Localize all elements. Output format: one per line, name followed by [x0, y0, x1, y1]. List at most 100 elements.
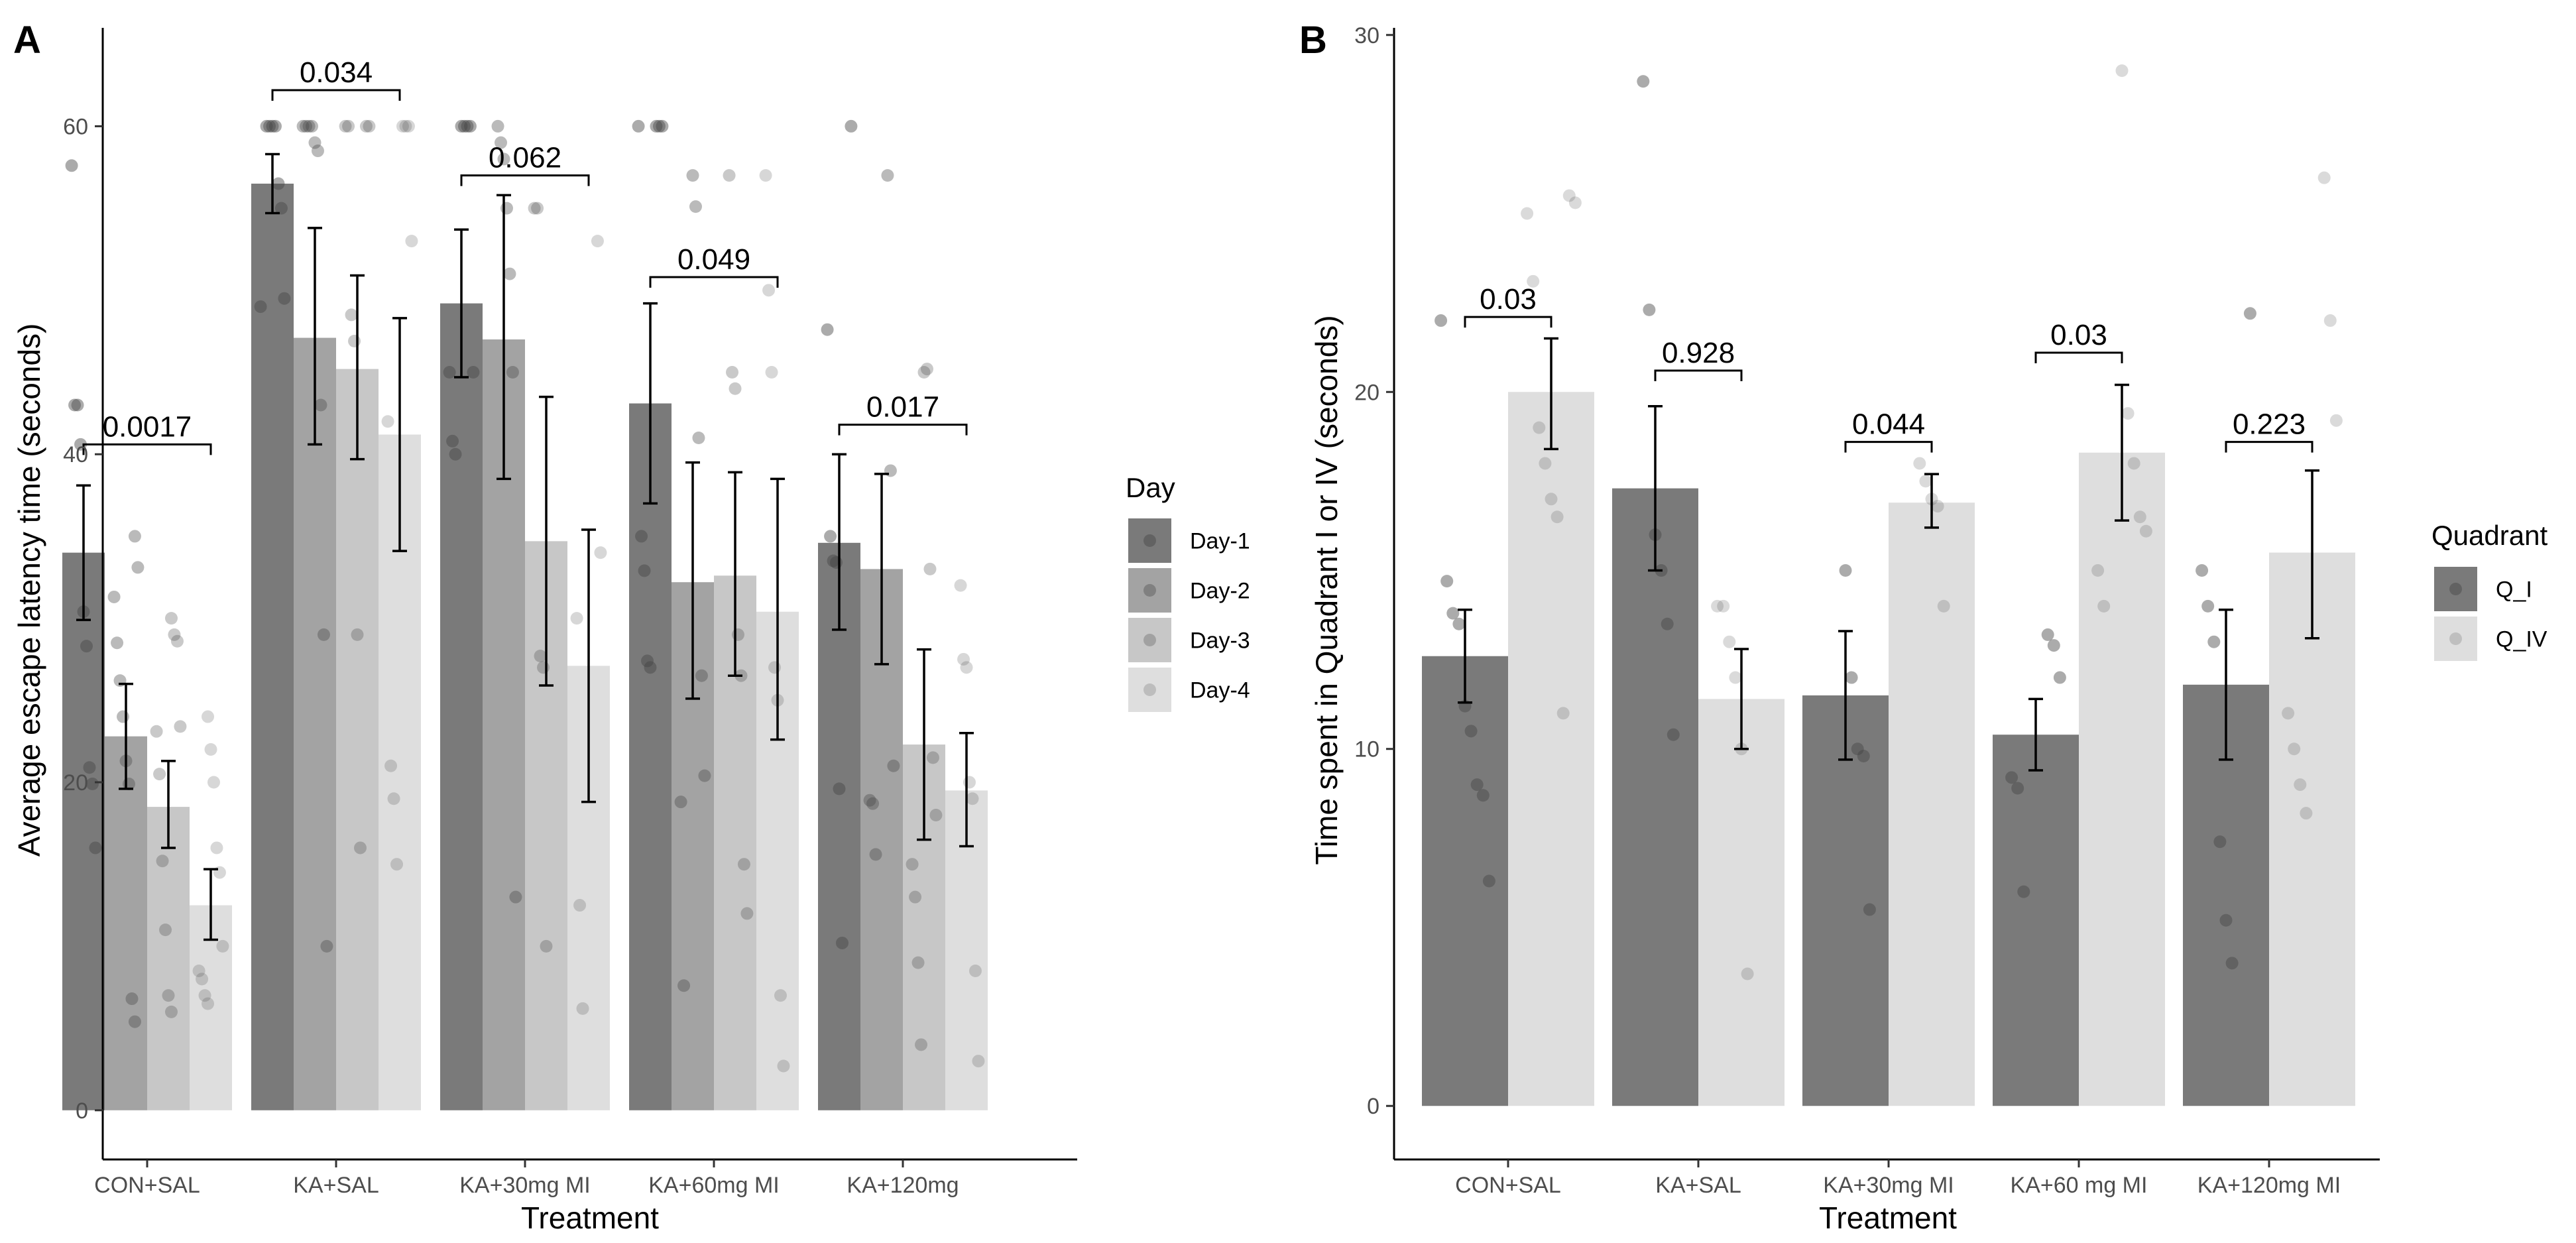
- panel-b-significance-bracket: [2225, 441, 2313, 453]
- panel-a-point-day-1-con-sal: [86, 777, 99, 790]
- panel-a-legend-label-day-4: Day-4: [1190, 678, 1250, 703]
- panel-a-point-day-2-ka-60mg-mi: [674, 796, 687, 809]
- panel-a-bar-day-3-con-sal: [147, 807, 190, 1110]
- panel-a-x-ticks: CON+SAL KA+SAL KA+30mg MI KA+60mg MI KA+120m…: [94, 1159, 959, 1198]
- panel-a-error-bar-day-1-ka-120mg: [832, 453, 847, 631]
- panel-a-error-bar-day-2-ka-60mg-mi: [685, 461, 700, 700]
- panel-a-x-tick-label: KA+30mg MI: [459, 1173, 590, 1198]
- panel-a-point-day-4-ka-30mg-mi: [576, 1002, 589, 1015]
- panel-b-point-q-i-ka-60-mg-mi: [2005, 771, 2019, 784]
- panel-a-point-day-4-ka-60mg-mi: [759, 169, 772, 182]
- panel-b-point-q-iv-ka-60-mg-mi: [2097, 599, 2111, 613]
- panel-a-point-day-2-ka-60mg-mi: [698, 769, 711, 782]
- panel-a-point-day-3-ka-60mg-mi: [731, 628, 744, 641]
- panel-a-point-day-3-con-sal: [159, 923, 172, 937]
- panel-b-point-q-iv-ka-120mg-mi: [2282, 707, 2295, 720]
- panel-a-point-day-2-ka-30mg-mi: [509, 890, 522, 904]
- panel-a-point-day-2-con-sal: [107, 590, 121, 603]
- panel-b-y-tick-label: 30: [1354, 23, 1379, 48]
- panel-a-error-bar-day-3-ka-120mg: [917, 648, 931, 841]
- panel-a-error-bar-day-4-ka-sal: [392, 317, 407, 552]
- panel-a-point-day-2-ka-60mg-mi: [677, 979, 691, 992]
- panel-b-y-axis-title: Time spent in Quadrant I or IV (seconds): [1309, 315, 1344, 864]
- panel-a-point-day-4-ka-30mg-mi: [570, 612, 583, 625]
- panel-b-point-q-iv-con-sal: [1568, 196, 1582, 209]
- panel-b-point-q-iv-con-sal: [1556, 707, 1570, 720]
- panel-b-p-value-label: 0.928: [1662, 337, 1735, 369]
- panel-a-x-axis-title: Treatment: [521, 1201, 659, 1235]
- panel-b-y-tick-label: 10: [1354, 737, 1379, 762]
- panel-a-error-bar-day-2-ka-120mg: [874, 473, 889, 666]
- panel-a-point-day-1-ka-60mg-mi: [652, 119, 666, 133]
- panel-b-error-bar-q-i-ka-sal: [1648, 405, 1663, 572]
- panel-a-point-day-1-ka-120mg: [821, 323, 834, 336]
- panel-a-point-day-4-ka-120mg: [966, 792, 979, 805]
- panel-b-point-q-i-ka-30mg-mi: [1839, 563, 1852, 577]
- panel-b-point-q-iv-ka-60-mg-mi: [2133, 510, 2146, 524]
- panel-a-point-day-4-con-sal: [207, 776, 220, 789]
- panel-b-point-q-iv-ka-120mg-mi: [2317, 171, 2331, 184]
- panel-b-error-bar-q-iv-con-sal: [1544, 337, 1558, 451]
- panel-a-x-tick-label: KA+120mg: [847, 1173, 959, 1198]
- panel-a-point-day-1-ka-sal: [278, 292, 291, 305]
- panel-a-point-day-1-ka-60mg-mi: [656, 119, 669, 133]
- panel-b-point-q-iv-ka-sal: [1729, 671, 1742, 684]
- panel-b-point-q-i-ka-120mg-mi: [2195, 563, 2209, 577]
- panel-a-y-ticks: 0 20 40 60: [63, 114, 103, 1124]
- panel-a-p-value-label: 0.062: [489, 142, 561, 174]
- panel-a-point-day-2-ka-sal: [300, 119, 313, 133]
- panel-a-point-day-2-ka-60mg-mi: [689, 200, 702, 213]
- panel-b-p-value-label: 0.223: [2233, 408, 2306, 441]
- panel-b-p-value-label: 0.03: [2050, 319, 2107, 351]
- panel-a-label: A: [13, 19, 41, 62]
- panel-b-point-q-i-ka-30mg-mi: [1845, 671, 1858, 684]
- panel-a-point-day-1-ka-120mg: [827, 554, 840, 567]
- panel-b-point-q-iv-ka-sal: [1741, 967, 1754, 980]
- panel-a-point-day-2-ka-30mg-mi: [497, 152, 510, 166]
- panel-b-legend-point-q-iv: [2449, 632, 2462, 645]
- panel-b-point-q-i-ka-120mg-mi: [2219, 914, 2233, 927]
- panel-a-point-day-4-con-sal: [196, 973, 209, 986]
- panel-a-point-day-1-con-sal: [68, 398, 82, 412]
- panel-a-p-value-label: 0.0017: [103, 410, 192, 443]
- panel-b-point-q-i-con-sal: [1452, 617, 1466, 630]
- panel-a-point-day-4-ka-60mg-mi: [777, 1059, 790, 1073]
- panel-a-point-day-2-con-sal: [128, 1015, 141, 1028]
- panel-a-error-bar-day-4-con-sal: [204, 868, 218, 941]
- panel-b-error-bar-q-iv-ka-120mg-mi: [2305, 469, 2319, 640]
- panel-a-point-day-1-ka-30mg-mi: [467, 366, 480, 379]
- panel-a-bar-day-2-ka-sal: [294, 337, 336, 1110]
- panel-b-bar-q-iv-ka-120mg-mi: [2269, 552, 2355, 1106]
- panel-b-point-q-i-con-sal: [1470, 778, 1484, 792]
- panel-a-legend-items: Day-1 Day-2 Day-3 Day-4: [1128, 518, 1250, 712]
- panel-b-bar-q-i-ka-30mg-mi: [1802, 695, 1889, 1106]
- panel-a-point-day-1-ka-30mg-mi: [461, 119, 474, 133]
- panel-b-y-ticks: 0 10 20 30: [1354, 23, 1394, 1119]
- panel-a-y-tick-label: 0: [76, 1098, 88, 1124]
- panel-b-point-q-iv-ka-30mg-mi: [1913, 457, 1926, 470]
- panel-a-point-day-2-ka-120mg: [866, 797, 880, 810]
- panel-a-plot: 0.0017 0.034 0.062 0.049 0.017: [62, 56, 988, 1110]
- panel-a-point-day-4-ka-sal: [405, 235, 418, 248]
- panel-a-point-day-3-ka-30mg-mi: [540, 939, 553, 953]
- panel-b-point-q-i-con-sal: [1476, 789, 1490, 802]
- panel-a-point-day-3-ka-sal: [342, 119, 355, 133]
- panel-b-point-q-i-ka-30mg-mi: [1857, 750, 1870, 763]
- panel-a-point-day-1-ka-60mg-mi: [632, 119, 645, 133]
- panel-a-p-value-label: 0.017: [866, 391, 939, 424]
- panel-b-point-q-iv-ka-30mg-mi: [1919, 475, 1932, 488]
- panel-b-point-q-iv-con-sal: [1521, 207, 1534, 220]
- panel-a-point-day-3-ka-60mg-mi: [726, 366, 739, 379]
- panel-a-point-day-2-ka-60mg-mi: [695, 669, 708, 682]
- panel-b-legend-label-q-iv: Q_IV: [2496, 627, 2547, 652]
- panel-a-y-tick-label: 60: [63, 114, 88, 139]
- panel-b-error-bar-q-iv-ka-sal: [1734, 648, 1749, 750]
- panel-a-point-day-3-con-sal: [168, 628, 181, 641]
- panel-a-point-day-4-ka-sal: [384, 759, 398, 772]
- panel-b-error-bar-q-i-ka-60-mg-mi: [2028, 697, 2043, 772]
- panel-b-plot: 0.03 0.928 0.044 0.03 0.223: [1422, 64, 2355, 1106]
- panel-a-x-tick-label: KA+SAL: [293, 1173, 379, 1198]
- panel-a-point-day-4-con-sal: [202, 997, 215, 1010]
- panel-b-legend-point-q-i: [2449, 583, 2462, 595]
- panel-b-p-value-label: 0.044: [1852, 408, 1925, 441]
